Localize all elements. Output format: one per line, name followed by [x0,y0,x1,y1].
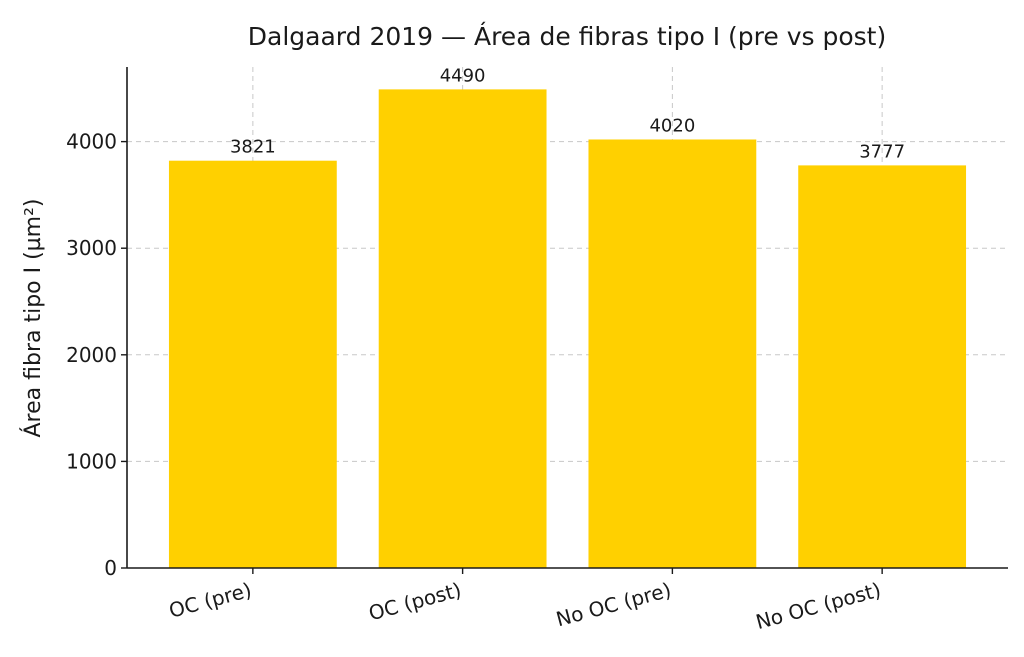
bar-value-label: 3821 [230,137,276,158]
bar-value-label: 3777 [859,141,905,162]
bar [798,165,967,568]
bar-value-label: 4020 [649,115,695,136]
y-tick-label: 2000 [66,343,117,367]
y-tick-labels: 0 1000 2000 3000 4000 [66,130,127,580]
bars [168,89,967,569]
bar [168,160,337,568]
x-tick-label: OC (pre) [166,578,254,623]
x-tick-label: No OC (pre) [553,578,673,632]
bar [588,139,757,568]
x-tick-label: No OC (post) [753,578,883,634]
y-axis-label: Área fibra tipo I (µm²) [20,198,46,437]
bar-value-label: 4490 [440,65,486,86]
bar [378,89,547,569]
y-tick-label: 1000 [66,449,117,473]
chart-title: Dalgaard 2019 — Área de fibras tipo I (p… [248,22,886,51]
y-tick-label: 0 [104,556,117,580]
data-labels: 3821 4490 4020 3777 [230,65,905,162]
axes [126,67,1008,569]
x-tick-label: OC (post) [366,578,464,626]
y-tick-label: 3000 [66,236,117,260]
y-tick-label: 4000 [66,130,117,154]
x-tick-labels: OC (pre) OC (post) No OC (pre) No OC (post) [166,568,883,634]
